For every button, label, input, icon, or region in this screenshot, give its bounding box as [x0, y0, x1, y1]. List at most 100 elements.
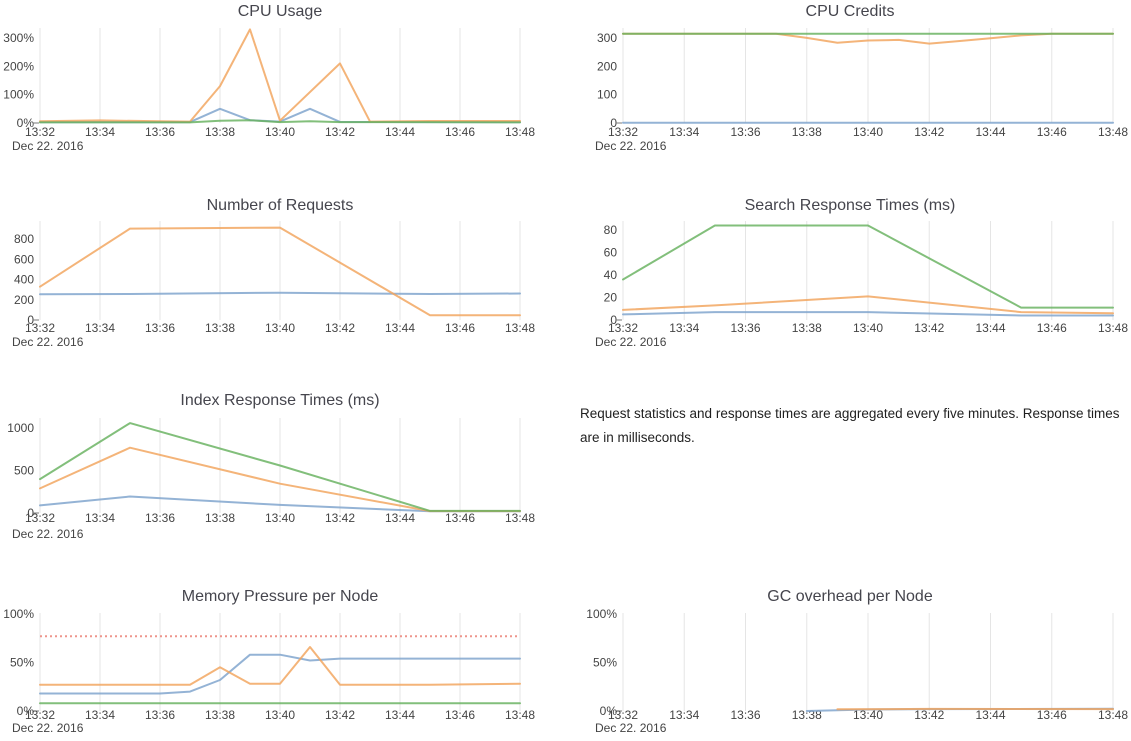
- chart-canvas[interactable]: Number of Requests 0 200 400 600 800 13:32 13:3…: [0, 185, 565, 362]
- date-label: Dec 22. 2016: [595, 721, 667, 735]
- x-tick-label: 13:34: [669, 708, 699, 722]
- x-tick-label: 13:42: [914, 125, 944, 139]
- x-tick-label: 13:32: [25, 708, 55, 722]
- x-tick-label: 13:44: [975, 125, 1005, 139]
- chart-canvas[interactable]: CPU Credits 0 100 200 300 13:32 13:34 13:36 13:3…: [565, 0, 1131, 160]
- x-tick-label: 13:32: [608, 321, 638, 335]
- y-tick-label: 500: [14, 464, 34, 478]
- x-tick-label: 13:34: [669, 125, 699, 139]
- y-tick-label: 0%: [600, 704, 618, 718]
- y-tick-label: 400: [14, 273, 34, 287]
- y-tick-label: 40: [604, 268, 618, 282]
- x-tick-label: 13:34: [669, 321, 699, 335]
- x-tick-label: 13:46: [1037, 125, 1067, 139]
- x-tick-label: 13:40: [265, 708, 295, 722]
- y-tick-label: 200%: [3, 59, 34, 73]
- x-tick-label: 13:32: [25, 511, 55, 525]
- series-line-green: [622, 224, 1114, 309]
- chart-memory-pressure[interactable]: Memory Pressure per Node 0% 50% 100% 13:32 13…: [0, 580, 565, 741]
- x-tick-label: 13:48: [505, 511, 535, 525]
- y-tick-label: 80: [604, 223, 618, 237]
- y-tick-label: 60: [604, 246, 618, 260]
- aggregation-note-text: Request statistics and response times ar…: [580, 406, 1120, 445]
- chart-title: Index Response Times (ms): [180, 392, 379, 409]
- x-tick-label: 13:48: [1098, 321, 1128, 335]
- y-tick-label: 600: [14, 252, 34, 266]
- x-tick-label: 13:38: [792, 125, 822, 139]
- chart-canvas[interactable]: Search Response Times (ms) 0 20 40 60 80 13:32…: [565, 185, 1131, 362]
- x-tick-label: 13:38: [205, 708, 235, 722]
- series-line-blue: [39, 291, 521, 296]
- chart-index-response-times[interactable]: Index Response Times (ms) 0 500 1000 13:32 13…: [0, 380, 565, 555]
- y-tick-label: 100%: [3, 607, 34, 621]
- x-tick-label: 13:36: [145, 321, 175, 335]
- chart-canvas[interactable]: CPU Usage 0% 100% 200% 300% 13:32 13:34 13:36 13…: [0, 0, 565, 160]
- x-tick-label: 13:34: [85, 125, 115, 139]
- x-tick-label: 13:48: [505, 708, 535, 722]
- x-tick-label: 13:44: [385, 511, 415, 525]
- x-tick-label: 13:36: [145, 511, 175, 525]
- chart-title: GC overhead per Node: [767, 588, 933, 605]
- chart-canvas[interactable]: GC overhead per Node 0% 50% 100% 13:32 13:34 1…: [565, 580, 1131, 741]
- y-tick-label: 200: [597, 59, 617, 73]
- chart-canvas[interactable]: Memory Pressure per Node 0% 50% 100% 13:32 13…: [0, 580, 565, 741]
- y-tick-label: 100%: [586, 607, 617, 621]
- y-tick-label: 0: [610, 116, 617, 130]
- x-tick-label: 13:34: [85, 511, 115, 525]
- date-label: Dec 22. 2016: [12, 139, 84, 153]
- y-tick-label: 800: [14, 232, 34, 246]
- chart-search-response-times[interactable]: Search Response Times (ms) 0 20 40 60 80 13:32…: [565, 185, 1131, 362]
- y-tick-label: 0: [27, 313, 34, 327]
- x-tick-label: 13:48: [1098, 708, 1128, 722]
- x-tick-label: 13:42: [914, 708, 944, 722]
- x-tick-label: 13:44: [385, 321, 415, 335]
- x-tick-label: 13:36: [730, 708, 760, 722]
- series-line-orange: [622, 295, 1114, 315]
- chart-gc-overhead[interactable]: GC overhead per Node 0% 50% 100% 13:32 13:34 1…: [565, 580, 1131, 741]
- date-label: Dec 22. 2016: [595, 139, 667, 153]
- x-tick-label: 13:44: [975, 708, 1005, 722]
- x-tick-label: 13:40: [265, 125, 295, 139]
- x-tick-label: 13:46: [1037, 321, 1067, 335]
- x-tick-label: 13:48: [505, 125, 535, 139]
- y-tick-label: 0%: [17, 116, 35, 130]
- series-line-orange: [39, 226, 521, 317]
- x-tick-label: 13:42: [325, 708, 355, 722]
- x-tick-label: 13:42: [325, 125, 355, 139]
- x-tick-label: 13:38: [792, 321, 822, 335]
- x-tick-label: 13:40: [853, 321, 883, 335]
- x-tick-label: 13:36: [730, 125, 760, 139]
- chart-title: Memory Pressure per Node: [182, 588, 379, 605]
- x-tick-label: 13:42: [325, 511, 355, 525]
- y-tick-label: 100: [597, 88, 617, 102]
- series-line-orange: [39, 646, 521, 686]
- x-tick-label: 13:32: [25, 125, 55, 139]
- y-tick-label: 50%: [593, 655, 617, 669]
- chart-cpu-credits[interactable]: CPU Credits 0 100 200 300 13:32 13:34 13:36 13:3…: [565, 0, 1131, 160]
- date-label: Dec 22. 2016: [12, 527, 84, 541]
- x-tick-label: 13:48: [1098, 125, 1128, 139]
- y-tick-label: 0: [610, 313, 617, 327]
- y-tick-label: 300: [597, 31, 617, 45]
- x-tick-label: 13:48: [505, 321, 535, 335]
- y-tick-label: 200: [14, 293, 34, 307]
- x-tick-label: 13:36: [145, 125, 175, 139]
- series-line-orange: [622, 32, 1114, 45]
- x-tick-label: 13:38: [205, 125, 235, 139]
- x-tick-label: 13:36: [145, 708, 175, 722]
- chart-cpu-usage[interactable]: CPU Usage 0% 100% 200% 300% 13:32 13:34 13:36 13…: [0, 0, 565, 160]
- chart-title: Search Response Times (ms): [745, 197, 956, 214]
- y-tick-label: 0: [27, 506, 34, 520]
- chart-number-of-requests[interactable]: Number of Requests 0 200 400 600 800 13:32 13:3…: [0, 185, 565, 362]
- x-tick-label: 13:36: [730, 321, 760, 335]
- date-label: Dec 22. 2016: [12, 335, 84, 349]
- date-label: Dec 22. 2016: [12, 721, 84, 735]
- chart-canvas[interactable]: Index Response Times (ms) 0 500 1000 13:32 13…: [0, 380, 565, 555]
- y-tick-label: 300%: [3, 31, 34, 45]
- x-tick-label: 13:34: [85, 321, 115, 335]
- series-line-green: [39, 119, 521, 124]
- series-line-green: [39, 422, 521, 512]
- x-tick-label: 13:46: [445, 511, 475, 525]
- chart-title: CPU Credits: [806, 3, 895, 20]
